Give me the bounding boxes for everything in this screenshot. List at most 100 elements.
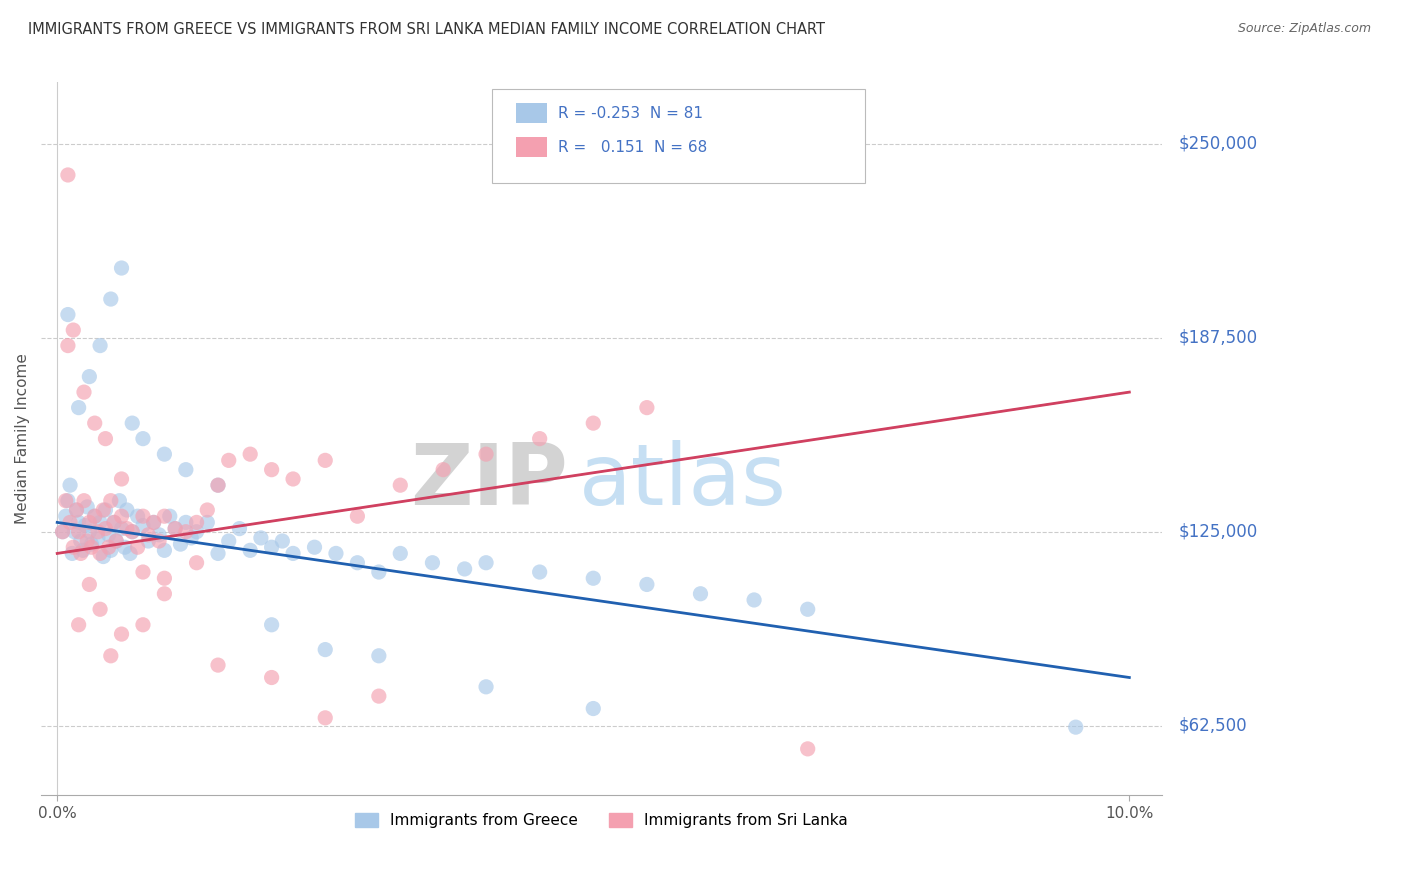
- Point: [148, 534, 170, 549]
- Point: [367, 689, 389, 703]
- Point: [153, 447, 176, 461]
- Point: [87, 531, 110, 545]
- Point: [110, 472, 132, 486]
- Point: [121, 524, 143, 539]
- Point: [127, 509, 149, 524]
- Point: [529, 565, 551, 579]
- Point: [180, 531, 202, 545]
- Point: [127, 540, 149, 554]
- Point: [89, 516, 111, 530]
- Point: [304, 540, 326, 554]
- Point: [529, 432, 551, 446]
- Point: [475, 556, 498, 570]
- Point: [56, 168, 79, 182]
- Point: [103, 516, 125, 530]
- Point: [59, 516, 82, 530]
- Point: [281, 546, 304, 560]
- Point: [59, 478, 82, 492]
- Point: [186, 524, 208, 539]
- Point: [1064, 720, 1087, 734]
- Text: atlas: atlas: [579, 440, 787, 523]
- Point: [79, 577, 101, 591]
- Point: [432, 463, 454, 477]
- Point: [108, 493, 131, 508]
- Point: [91, 549, 114, 564]
- Point: [186, 516, 208, 530]
- Point: [195, 503, 218, 517]
- Point: [76, 500, 98, 514]
- Point: [422, 556, 444, 570]
- Point: [174, 524, 197, 539]
- Point: [73, 385, 96, 400]
- Point: [67, 401, 90, 415]
- Point: [153, 543, 176, 558]
- Point: [207, 546, 229, 560]
- Point: [367, 648, 389, 663]
- Point: [94, 522, 117, 536]
- Point: [72, 543, 94, 558]
- Point: [314, 711, 336, 725]
- Point: [89, 338, 111, 352]
- Point: [114, 540, 136, 554]
- Point: [75, 518, 97, 533]
- Y-axis label: Median Family Income: Median Family Income: [15, 353, 30, 524]
- Point: [83, 416, 105, 430]
- Point: [689, 587, 711, 601]
- Point: [325, 546, 347, 560]
- Point: [475, 680, 498, 694]
- Point: [80, 537, 103, 551]
- Text: $125,000: $125,000: [1178, 523, 1257, 541]
- Point: [100, 648, 122, 663]
- Point: [132, 617, 155, 632]
- Point: [73, 493, 96, 508]
- Point: [239, 543, 262, 558]
- Point: [91, 503, 114, 517]
- Text: R = -0.253  N = 81: R = -0.253 N = 81: [558, 106, 703, 120]
- Point: [87, 524, 110, 539]
- Point: [94, 432, 117, 446]
- Point: [389, 478, 412, 492]
- Text: $187,500: $187,500: [1178, 329, 1257, 347]
- Point: [115, 522, 138, 536]
- Point: [165, 522, 187, 536]
- Point: [62, 323, 84, 337]
- Point: [796, 742, 818, 756]
- Point: [165, 522, 187, 536]
- Point: [281, 472, 304, 486]
- Point: [67, 524, 90, 539]
- Point: [153, 571, 176, 585]
- Point: [186, 556, 208, 570]
- Point: [218, 453, 240, 467]
- Point: [79, 524, 101, 539]
- Point: [132, 509, 155, 524]
- Point: [115, 503, 138, 517]
- Point: [105, 534, 128, 549]
- Point: [100, 543, 122, 558]
- Point: [60, 546, 83, 560]
- Point: [69, 546, 91, 560]
- Point: [97, 540, 120, 554]
- Point: [250, 531, 273, 545]
- Point: [51, 524, 73, 539]
- Point: [271, 534, 294, 549]
- Point: [159, 509, 181, 524]
- Point: [55, 493, 77, 508]
- Point: [260, 671, 283, 685]
- Point: [56, 338, 79, 352]
- Point: [51, 524, 73, 539]
- Point: [207, 478, 229, 492]
- Point: [65, 503, 87, 517]
- Point: [346, 509, 368, 524]
- Point: [169, 537, 191, 551]
- Point: [389, 546, 412, 560]
- Point: [55, 509, 77, 524]
- Point: [148, 528, 170, 542]
- Point: [89, 546, 111, 560]
- Point: [132, 432, 155, 446]
- Point: [132, 565, 155, 579]
- Text: ZIP: ZIP: [411, 440, 568, 523]
- Point: [742, 593, 765, 607]
- Legend: Immigrants from Greece, Immigrants from Sri Lanka: Immigrants from Greece, Immigrants from …: [349, 807, 853, 834]
- Point: [195, 516, 218, 530]
- Point: [132, 518, 155, 533]
